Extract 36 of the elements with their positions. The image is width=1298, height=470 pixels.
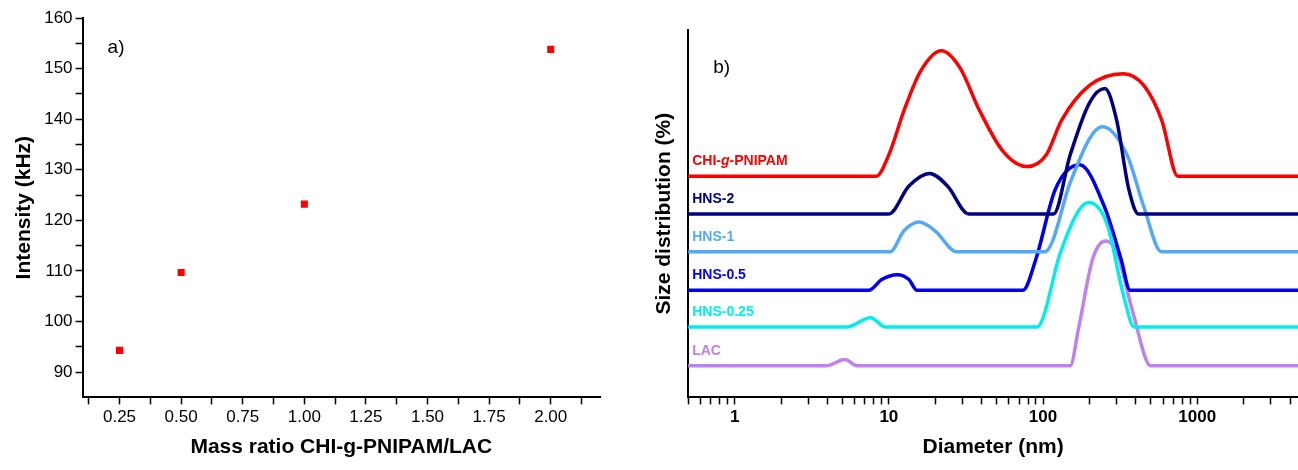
y-axis-title: Size distribution (%): [651, 112, 675, 315]
point: [177, 268, 185, 276]
y-tick-label: 160: [44, 7, 73, 27]
x-tick-label: 1: [729, 407, 740, 427]
series-label: HNS-0.5: [692, 266, 747, 283]
x-tick-label: 1.00: [287, 407, 321, 427]
series-label: CHI-g-PNIPAM: [692, 152, 788, 169]
x-tick-label: 2.00: [534, 407, 568, 427]
series-label: HNS-2: [692, 189, 735, 206]
x-tick-label: 100: [1028, 407, 1058, 427]
x-tick-label: 0.25: [102, 407, 137, 427]
x-axis-title: Mass ratio CHI-g-PNIPAM/LAC: [190, 434, 493, 458]
y-tick-label: 150: [44, 58, 73, 78]
y-tick-label: 100: [44, 311, 73, 331]
point: [547, 45, 555, 53]
y-tick-label: 130: [44, 159, 73, 179]
x-tick-label: 0.75: [226, 407, 260, 427]
x-tick-label: 10: [879, 407, 899, 427]
x-tick-label: 1000: [1178, 407, 1217, 427]
y-tick-label: 110: [45, 260, 73, 280]
x-tick-label: 1.50: [410, 407, 445, 427]
series-label: HNS-1: [692, 227, 735, 244]
point: [115, 346, 124, 354]
x-tick-label: 1.25: [349, 407, 383, 427]
series-label: LAC: [692, 341, 721, 358]
y-tick-label: 140: [44, 108, 73, 128]
y-tick-label: 120: [44, 210, 73, 230]
y-tick-label: 90: [53, 361, 73, 381]
x-tick-label: 0.50: [164, 407, 198, 427]
x-tick-label: 1.75: [472, 407, 506, 427]
series-label: HNS-0.25: [692, 302, 754, 319]
x-axis-title: Diameter (nm): [922, 434, 1064, 458]
y-axis-title: Intensity (kHz): [11, 135, 35, 280]
annotation: b): [713, 55, 731, 77]
annotation: a): [107, 35, 125, 57]
point: [300, 200, 308, 208]
